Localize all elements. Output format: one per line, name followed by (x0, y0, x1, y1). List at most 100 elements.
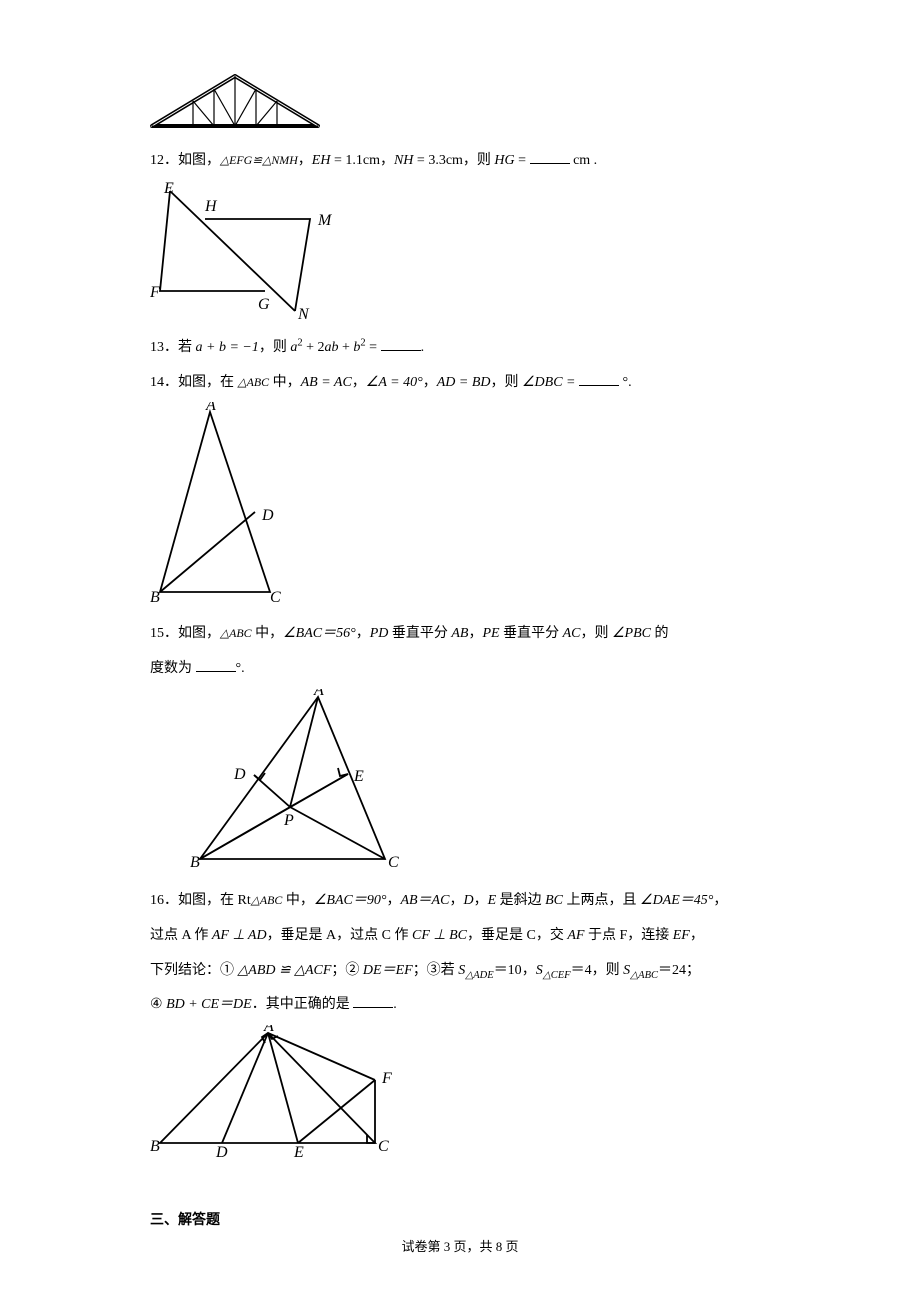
q15-deg: °. (236, 661, 245, 676)
q13-blank (381, 336, 421, 351)
q16-figure: A F B D E C (150, 1025, 770, 1164)
q12-rel: △EFG≌△NMH (220, 153, 298, 167)
q16-text-4: ④ BD + CE＝DE．其中正确的是 . (150, 990, 770, 1021)
q16-l1i: ， (713, 893, 727, 908)
section-3-heading: 三、解答题 (150, 1204, 770, 1235)
svg-text:B: B (150, 1138, 160, 1155)
q16-l1c: ， (386, 893, 400, 908)
q16-l3s2l: S (536, 963, 543, 978)
q16-num: 16． (150, 893, 178, 908)
truss-figure (150, 74, 770, 138)
q13-num: 13． (150, 340, 178, 355)
page-footer: 试卷第 3 页，共 8 页 (0, 1233, 920, 1262)
q16-l3e: ，则 (592, 963, 624, 978)
q14-abac: AB = AC (301, 375, 352, 390)
q12-blank (530, 149, 570, 164)
svg-text:H: H (204, 198, 218, 215)
q12-unit: cm . (570, 153, 598, 168)
q16-l2af: AF ⊥ AD (212, 928, 267, 943)
q12-sep1: ， (298, 153, 312, 168)
q16-l3s3s: △ABC (630, 969, 658, 980)
q16-l3c: ；③若 (413, 963, 459, 978)
q14-sep1: ， (352, 375, 366, 390)
q16-l3b: ；② (331, 963, 363, 978)
q14-angA: ∠A = 40° (366, 375, 423, 390)
q15-sep1: ， (356, 626, 370, 641)
q14-tri: △ABC (238, 375, 270, 389)
q15-num: 15． (150, 626, 178, 641)
svg-text:F: F (150, 284, 160, 301)
q16-l3s2v: ＝4 (571, 963, 592, 978)
page: 12．如图，△EFG≌△NMH，EH = 1.1cm，NH = 3.3cm，则 … (0, 0, 920, 1302)
q16-l4c: . (393, 997, 397, 1012)
q12-text: 12．如图，△EFG≌△NMH，EH = 1.1cm，NH = 3.3cm，则 … (150, 146, 770, 177)
svg-text:D: D (233, 766, 246, 783)
svg-text:C: C (388, 854, 399, 871)
q12-nh-eq: = 3.3cm (413, 153, 463, 168)
svg-text:E: E (293, 1144, 304, 1160)
q16-l2cf: CF ⊥ BC (412, 928, 467, 943)
svg-text:G: G (258, 296, 270, 313)
q14-mid1: 中， (269, 375, 301, 390)
q15-pd-rest: 垂直平分 (388, 626, 451, 641)
q16-l3s3v: ＝24 (658, 963, 686, 978)
q16-text-2: 过点 A 作 AF ⊥ AD，垂足是 A，过点 C 作 CF ⊥ BC，垂足是 … (150, 921, 770, 952)
q16-l1f: E (488, 893, 497, 908)
q13-eq: = (366, 340, 381, 355)
svg-text:E: E (163, 181, 174, 197)
q13-mid: ，则 (259, 340, 291, 355)
q16-l1ang: ∠BAC＝90° (314, 893, 387, 908)
q16-l4a: ④ (150, 997, 166, 1012)
q16-l1h: 上两点，且 (563, 893, 640, 908)
q15-rest: 的 (651, 626, 669, 641)
q12-prefix: 如图， (178, 153, 220, 168)
q16-l1tri: △ABC (251, 893, 283, 907)
svg-text:A: A (205, 402, 216, 414)
q15-text-2: 度数为 °. (150, 654, 770, 685)
q14-sep3: ，则 (490, 375, 522, 390)
q14-text: 14．如图，在 △ABC 中，AB = AC，∠A = 40°，AD = BD，… (150, 368, 770, 399)
q13-c: ab (325, 340, 339, 355)
q15-text-1: 15．如图，△ABC 中，∠BAC＝56°，PD 垂直平分 AB，PE 垂直平分… (150, 619, 770, 650)
q16-l1e: ， (474, 893, 488, 908)
q15-mid1: 中， (252, 626, 284, 641)
q16-l1g: 是斜边 (496, 893, 545, 908)
q16-l3d: ， (522, 963, 536, 978)
q14-blank (579, 371, 619, 386)
q16-l3f: ； (686, 963, 700, 978)
q16-l4bd: BD + CE＝DE (166, 997, 252, 1012)
q14-angDBC: ∠DBC = (522, 375, 579, 390)
svg-text:E: E (353, 768, 364, 785)
q15-blank (196, 657, 236, 672)
q15-tri: △ABC (220, 626, 252, 640)
svg-text:M: M (317, 212, 333, 229)
q12-hg-eq: = (515, 153, 530, 168)
q14-adbd: AD = BD (437, 375, 491, 390)
q16-l1bc: BC (545, 893, 563, 908)
q15-pd: PD (370, 626, 389, 641)
q16-l1d: ， (449, 893, 463, 908)
q12-eh-eq: = 1.1cm (330, 153, 380, 168)
q16-l2ef: EF (673, 928, 690, 943)
svg-text:C: C (378, 1138, 389, 1155)
q16-l2b: ，垂足是 A，过点 C 作 (267, 928, 412, 943)
q16-l2a: 过点 A 作 (150, 928, 212, 943)
q16-l3s1s: △ADE (465, 969, 494, 980)
q12-nh-l: NH (394, 153, 413, 168)
q12-sep3: ，则 (463, 153, 495, 168)
q16-l1abac: AB＝AC (400, 893, 449, 908)
q16-l2c: ，垂足是 C，交 (467, 928, 567, 943)
q12-figure: E H M F G N (150, 181, 770, 325)
q12-num: 12． (150, 153, 178, 168)
svg-text:B: B (150, 589, 160, 606)
q12-hg-l: HG (494, 153, 514, 168)
q15-ac: AC (563, 626, 581, 641)
q16-l4b: ．其中正确的是 (252, 997, 354, 1012)
svg-text:B: B (190, 854, 200, 871)
q16-l1de: D (463, 893, 473, 908)
q12-eh-l: EH (312, 153, 331, 168)
q16-l2e: ， (690, 928, 704, 943)
q15-figure: A D E P B C (190, 689, 770, 878)
q16-l3a: 下列结论：① (150, 963, 238, 978)
svg-text:F: F (381, 1070, 392, 1087)
